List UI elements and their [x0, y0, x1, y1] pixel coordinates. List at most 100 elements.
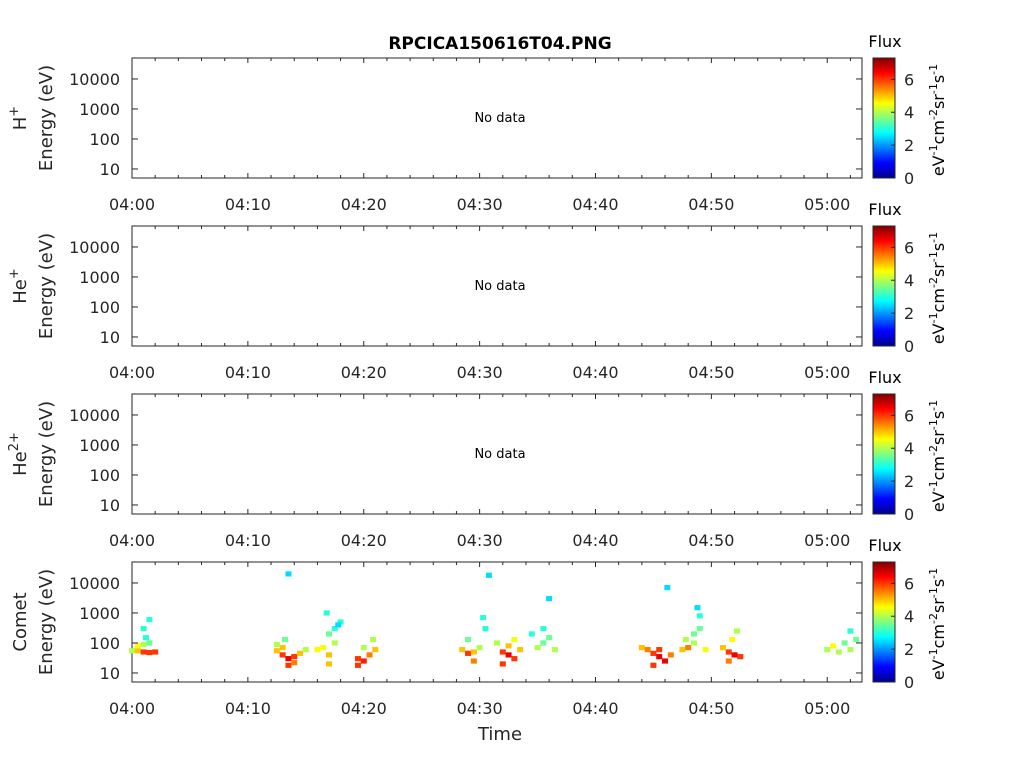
colorbar-units: eV-1cm-2sr-1s-1	[927, 568, 948, 680]
data-cell	[696, 626, 703, 632]
data-cell	[273, 641, 280, 647]
colorbar-tick-label: 0	[904, 505, 914, 524]
data-cell	[482, 626, 489, 632]
colorbar-title: Flux	[868, 536, 901, 555]
data-cell	[285, 662, 292, 668]
y-tick-label: 1000	[79, 604, 120, 623]
y-tick-label: 1000	[79, 100, 120, 119]
data-cell	[325, 652, 332, 658]
colorbar-tick-label: 4	[904, 439, 914, 458]
data-cell	[731, 652, 738, 658]
x-tick-label: 04:00	[109, 699, 155, 718]
colorbar-tick-label: 4	[904, 607, 914, 626]
y-tick-label: 10000	[69, 238, 120, 257]
colorbar-title: Flux	[868, 32, 901, 51]
data-cell	[664, 585, 671, 591]
x-axis-label: Time	[477, 724, 522, 745]
data-cell	[146, 617, 153, 623]
colorbar-tick-label: 4	[904, 103, 914, 122]
data-cell	[679, 647, 686, 653]
data-cell	[146, 649, 153, 656]
species-label: Comet	[10, 592, 31, 651]
no-data-message: No data	[474, 447, 525, 462]
x-tick-label: 04:10	[225, 363, 271, 382]
data-cell	[847, 647, 854, 653]
data-cell	[485, 572, 492, 578]
data-cell	[291, 654, 298, 660]
x-tick-label: 04:50	[688, 195, 734, 214]
colorbar-tick-label: 2	[904, 304, 914, 323]
x-tick-label: 04:00	[109, 195, 155, 214]
colorbar-tick-label: 2	[904, 640, 914, 659]
x-tick-label: 04:10	[225, 531, 271, 550]
y-tick-label: 10000	[69, 574, 120, 593]
x-tick-label: 04:40	[572, 531, 618, 550]
panel-3: 04:00 04:10 04:20 04:30 04:40 04:50 05:00 10 100…	[10, 536, 948, 718]
data-cell	[354, 656, 361, 662]
x-tick-label: 04:20	[341, 531, 387, 550]
energy-axis-label: Energy (eV)	[36, 233, 57, 339]
y-tick-label: 10000	[69, 406, 120, 425]
x-tick-label: 04:50	[688, 363, 734, 382]
data-cell	[733, 628, 740, 634]
data-cell	[134, 643, 141, 649]
data-cell	[737, 654, 744, 660]
x-tick-label: 05:00	[804, 195, 850, 214]
y-tick-label: 100	[89, 634, 120, 653]
data-cell	[140, 626, 147, 632]
species-label: H+	[7, 106, 31, 130]
x-tick-label: 05:00	[804, 531, 850, 550]
data-cell	[528, 631, 535, 637]
x-tick-label: 04:40	[572, 363, 618, 382]
energy-axis-label: Energy (eV)	[36, 65, 57, 171]
data-cell	[470, 658, 477, 664]
data-cell	[140, 641, 147, 647]
data-cell	[505, 643, 512, 649]
data-cell	[824, 647, 831, 653]
y-tick-label: 10000	[69, 70, 120, 89]
data-cell	[505, 652, 512, 658]
data-cell	[511, 636, 518, 643]
data-cell	[331, 626, 338, 632]
data-cell	[690, 640, 697, 646]
colorbar-tick-label: 6	[904, 574, 914, 593]
data-cell	[546, 596, 553, 602]
data-cell	[465, 636, 472, 643]
data-cell	[459, 647, 466, 653]
data-cell	[725, 658, 732, 664]
colorbar-tick-label: 0	[904, 673, 914, 692]
data-cell	[129, 648, 135, 654]
data-cell	[696, 613, 703, 619]
data-cell	[847, 628, 854, 634]
data-cell	[320, 645, 327, 651]
data-cell	[285, 571, 292, 577]
data-cell	[146, 640, 153, 646]
energy-axis-label: Energy (eV)	[36, 569, 57, 675]
colorbar-tick-label: 0	[904, 337, 914, 356]
data-cell	[682, 636, 689, 643]
data-cell	[142, 635, 149, 641]
data-cell	[540, 626, 547, 632]
data-cell	[517, 647, 524, 653]
data-cell	[494, 640, 500, 646]
data-cell	[337, 619, 344, 625]
data-cell	[725, 649, 732, 655]
data-cell	[644, 647, 651, 653]
panel-1: 04:00 04:10 04:20 04:30 04:40 04:50 05:00 10 100…	[7, 200, 948, 382]
energy-axis-label: Energy (eV)	[36, 401, 57, 507]
data-cell	[273, 648, 280, 654]
x-tick-label: 04:40	[572, 195, 618, 214]
plot-area	[131, 393, 863, 515]
y-tick-label: 100	[89, 298, 120, 317]
colorbar-tick-label: 6	[904, 406, 914, 425]
colorbar	[872, 393, 896, 515]
data-cell	[314, 647, 321, 653]
colorbar-tick-label: 2	[904, 136, 914, 155]
colorbar-units: eV-1cm-2sr-1s-1	[927, 64, 948, 176]
data-cell	[511, 656, 518, 662]
y-tick-label: 1000	[79, 436, 120, 455]
panel-2: 04:00 04:10 04:20 04:30 04:40 04:50 05:00 10 100…	[7, 368, 948, 550]
x-tick-label: 04:20	[341, 363, 387, 382]
x-tick-label: 04:50	[688, 531, 734, 550]
data-cell	[285, 656, 292, 662]
